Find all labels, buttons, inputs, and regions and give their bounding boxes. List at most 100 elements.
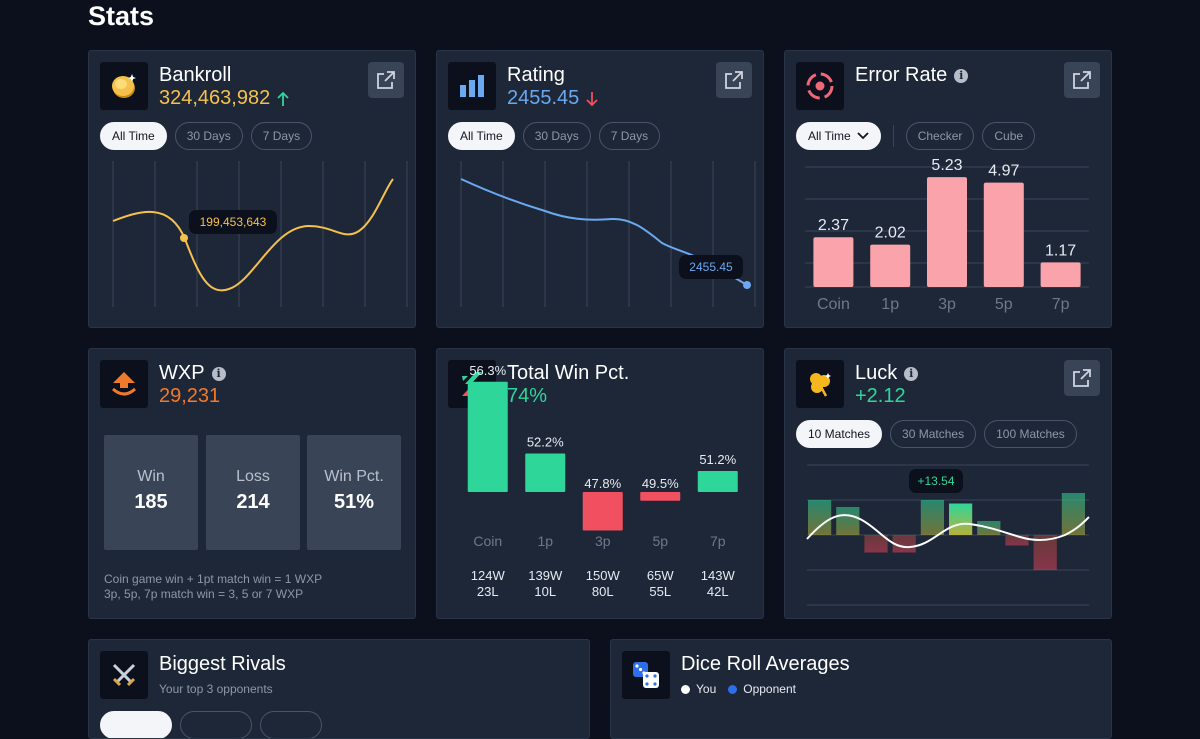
bar-value-label: 2.02 [875, 225, 906, 242]
info-icon[interactable]: i [954, 68, 969, 83]
win-pct-card: Total Win Pct. 74% 56.3% Coin 124W 23L 52.2%… [436, 348, 764, 619]
wxp-note-line: Coin game win + 1pt match win = 1 WXP [104, 572, 323, 586]
wxp-title: WXP [159, 362, 205, 384]
rivals-filters [100, 711, 322, 738]
rivals-filter[interactable] [100, 711, 172, 738]
luck-value-row: +2.12 [855, 385, 906, 408]
wxp-card: WXP i 29,231 Win 185 Loss 214 Win Pct. 5… [88, 348, 416, 619]
losses-count: 10L [534, 584, 556, 599]
rating-title: Rating [507, 64, 565, 86]
error-rate-bar [813, 237, 854, 287]
filter-cube[interactable]: Cube [982, 122, 1036, 150]
open-external-button[interactable] [1064, 360, 1100, 396]
error-rate-chart: 2.37 Coin 2.02 1p 5.23 3p 4.97 5p 1.17 7p [805, 157, 1089, 313]
stat-label: Win Pct. [324, 468, 384, 485]
time-range-dropdown[interactable]: All Time [796, 122, 881, 150]
trend-down-icon [586, 91, 598, 106]
rivals-subtitle: Your top 3 opponents [159, 682, 273, 696]
dice-icon [622, 651, 670, 699]
bankroll-tooltip: 199,453,643 [200, 215, 267, 229]
filter-30-days[interactable]: 30 Days [522, 122, 591, 150]
bankroll-filters: All Time 30 Days 7 Days [100, 122, 313, 150]
info-icon[interactable]: i [211, 366, 226, 381]
wins-count: 124W [471, 568, 506, 583]
win-pct-bar [525, 453, 566, 492]
open-external-button[interactable] [368, 62, 404, 98]
stat-label: Loss [236, 468, 270, 485]
stat-value: 51% [333, 491, 375, 513]
rivals-filter[interactable] [260, 711, 322, 738]
dropdown-label: All Time [808, 129, 851, 143]
trend-up-icon [277, 91, 289, 106]
stat-value: 185 [134, 491, 168, 513]
bankroll-value-row: 324,463,982 [159, 87, 290, 110]
win-pct-bar [467, 381, 508, 492]
x-tick-label: 1p [881, 296, 899, 313]
bar-value-label: 51.2% [699, 452, 736, 467]
legend-dot-opponent [728, 685, 738, 694]
bar-value-label: 2.37 [818, 217, 849, 234]
filter-all-time[interactable]: All Time [100, 122, 167, 150]
bankroll-card: Bankroll 324,463,982 All Time 30 Days 7 … [88, 50, 416, 328]
chevron-down-icon [857, 132, 869, 140]
page-title: Stats [88, 1, 155, 31]
wins-count: 150W [586, 568, 621, 583]
error-rate-title-row: Error Rate i [855, 64, 969, 87]
x-tick-label: 5p [995, 296, 1013, 313]
stat-value: 214 [236, 491, 270, 513]
error-rate-bar [870, 244, 911, 287]
filter-100-matches[interactable]: 100 Matches [984, 420, 1077, 448]
filter-7-days[interactable]: 7 Days [598, 122, 661, 150]
coin-icon [100, 62, 148, 110]
bar-value-label: 47.8% [584, 476, 621, 491]
losses-count: 23L [477, 584, 499, 599]
legend-label: You [696, 682, 717, 696]
wins-count: 139W [528, 568, 563, 583]
bar-value-label: 1.17 [1045, 242, 1076, 259]
filter-all-time[interactable]: All Time [448, 122, 515, 150]
open-external-button[interactable] [1064, 62, 1100, 98]
luck-title-row: Luck i [855, 362, 919, 385]
x-tick-label: 3p [595, 533, 611, 549]
bankroll-value: 324,463,982 [159, 87, 271, 109]
stat-label: Win [137, 468, 165, 485]
bar-value-label: 5.23 [931, 157, 962, 174]
x-tick-label: Coin [817, 296, 850, 313]
wxp-note: Coin game win + 1pt match win = 1 WXP 3p… [104, 572, 322, 602]
filter-checker[interactable]: Checker [905, 122, 975, 150]
bar-value-label: 49.5% [642, 476, 679, 491]
luck-bar [1033, 535, 1057, 570]
wins-count: 143W [701, 568, 736, 583]
legend-opponent: Opponent [728, 682, 796, 696]
stat-win: Win 185 [104, 435, 198, 550]
error-rate-bar [927, 177, 967, 287]
legend-dot-you [681, 685, 690, 694]
filter-10-matches[interactable]: 10 Matches [796, 420, 883, 448]
open-external-button[interactable] [716, 62, 752, 98]
wxp-title-row: WXP i [159, 362, 226, 385]
luck-bar [920, 500, 944, 535]
external-link-icon [377, 71, 395, 89]
wxp-note-line: 3p, 5p, 7p match win = 3, 5 or 7 WXP [104, 587, 304, 601]
filter-30-days[interactable]: 30 Days [174, 122, 243, 150]
luck-bar [949, 503, 973, 535]
rivals-card: Biggest Rivals Your top 3 opponents [88, 639, 590, 739]
rivals-filter[interactable] [180, 711, 252, 738]
luck-card: Luck i +2.12 10 Matches 30 Matches 100 M… [784, 348, 1112, 619]
win-pct-title: Total Win Pct. [507, 362, 630, 384]
target-icon [796, 62, 844, 110]
luck-filters: 10 Matches 30 Matches 100 Matches [796, 420, 1077, 448]
rating-value: 2455.45 [507, 87, 580, 109]
stat-win-pct: Win Pct. 51% [307, 435, 401, 550]
rating-card: Rating 2455.45 All Time 30 Days 7 Days 2… [436, 50, 764, 328]
losses-count: 42L [707, 584, 729, 599]
info-icon[interactable]: i [904, 366, 919, 381]
luck-bar [892, 535, 916, 553]
luck-bar [1061, 493, 1085, 535]
bar-value-label: 56.3% [469, 363, 506, 378]
filter-7-days[interactable]: 7 Days [250, 122, 313, 150]
filter-30-matches[interactable]: 30 Matches [890, 420, 977, 448]
dice-legend: You Opponent [681, 682, 796, 696]
losses-count: 80L [592, 584, 614, 599]
